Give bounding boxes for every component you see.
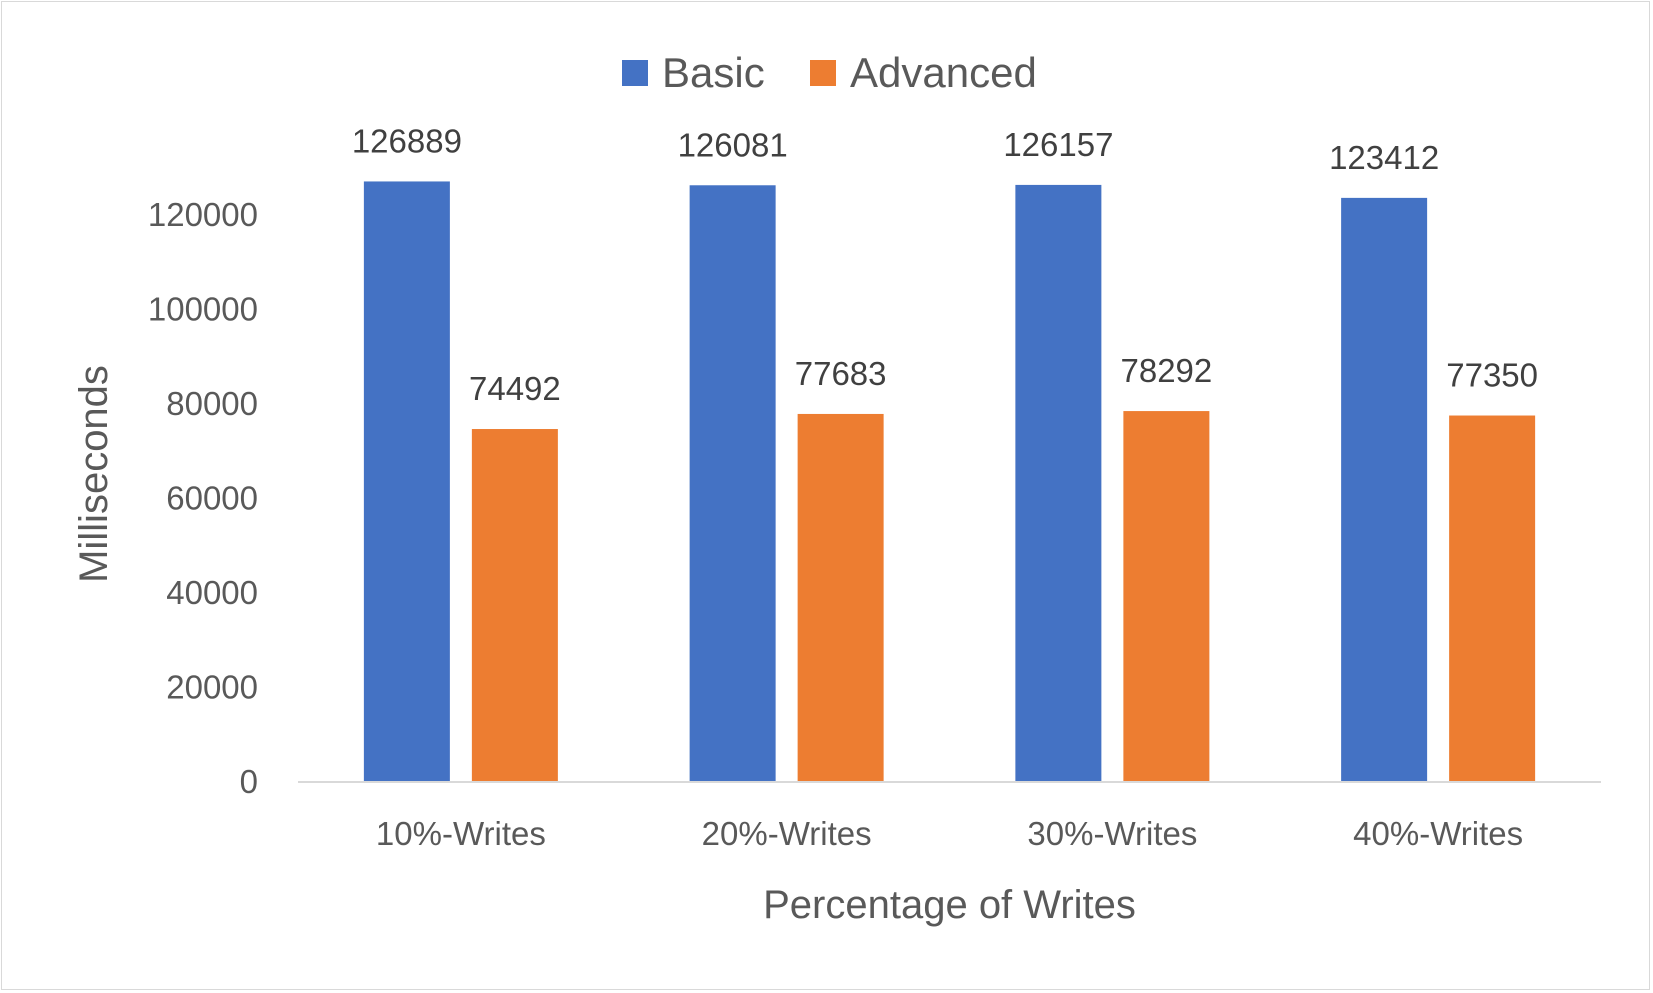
y-tick-label-40000: 40000	[166, 574, 258, 611]
data-label-advanced-1: 74492	[469, 370, 561, 407]
y-tick-label-120000: 120000	[148, 196, 258, 233]
y-tick-label-60000: 60000	[166, 480, 258, 517]
bar-advanced-3	[1123, 411, 1210, 781]
legend-swatch-advanced	[810, 60, 836, 86]
y-axis-ticks: 0 20000 40000 60000 80000 100000 120000	[148, 196, 258, 800]
bar-basic-4	[1341, 197, 1428, 781]
legend-label-advanced: Advanced	[850, 49, 1037, 96]
data-labels: 126889 74492 126081 77683 126157 78292 123412 7…	[352, 122, 1538, 407]
bar-advanced-1	[471, 429, 558, 781]
bar-basic-1	[363, 181, 450, 782]
data-label-advanced-2: 77683	[795, 355, 887, 392]
data-label-basic-4: 123412	[1329, 139, 1439, 176]
y-tick-label-0: 0	[240, 763, 258, 800]
legend-swatch-basic	[622, 60, 648, 86]
legend-label-basic: Basic	[662, 49, 765, 96]
data-label-basic-3: 126157	[1003, 126, 1113, 163]
legend: Basic Advanced	[622, 49, 1037, 96]
y-tick-label-20000: 20000	[166, 669, 258, 706]
x-tick-label-2: 20%-Writes	[702, 815, 872, 852]
data-label-advanced-4: 77350	[1446, 357, 1538, 394]
y-tick-label-80000: 80000	[166, 385, 258, 422]
y-axis-title: Milliseconds	[72, 365, 116, 583]
bar-advanced-4	[1449, 415, 1536, 781]
x-axis-title: Percentage of Writes	[763, 883, 1136, 927]
bar-basic-3	[1015, 184, 1102, 781]
bar-advanced-2	[797, 413, 884, 781]
data-label-advanced-3: 78292	[1120, 352, 1212, 389]
bars	[363, 181, 1536, 782]
y-tick-label-100000: 100000	[148, 291, 258, 328]
data-label-basic-1: 126889	[352, 122, 462, 159]
x-tick-label-1: 10%-Writes	[376, 815, 546, 852]
x-tick-label-3: 30%-Writes	[1027, 815, 1197, 852]
data-label-basic-2: 126081	[678, 126, 788, 163]
x-tick-label-4: 40%-Writes	[1353, 815, 1523, 852]
bar-basic-2	[689, 185, 776, 781]
x-axis-ticks: 10%-Writes 20%-Writes 30%-Writes 40%-Writes	[376, 815, 1523, 852]
